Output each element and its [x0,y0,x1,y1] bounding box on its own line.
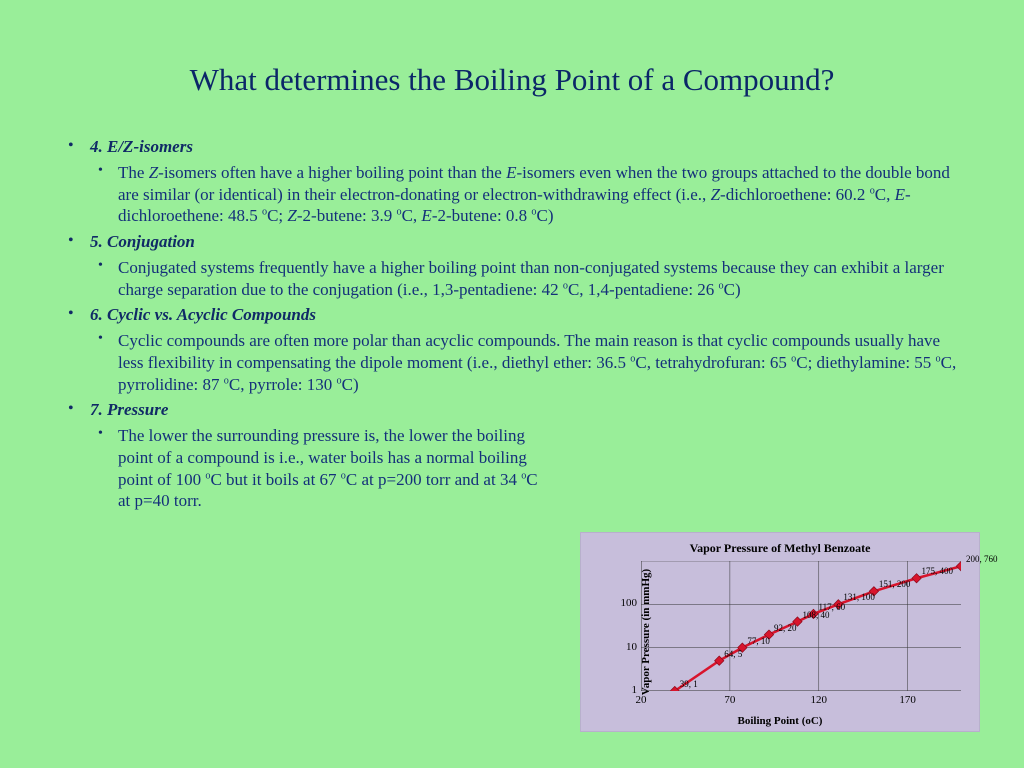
chart-xtick: 170 [899,694,916,706]
chart-point-label: 39, 1 [680,679,698,689]
content-body: 4. E/Z-isomers The Z-isomers often have a… [0,98,1024,512]
section-heading: 5. Conjugation [90,231,962,253]
chart-xtick: 120 [811,694,828,706]
chart-point-label: 151, 200 [879,579,911,589]
section-heading: 4. E/Z-isomers [90,136,962,158]
section-body: The lower the surrounding pressure is, t… [118,425,548,512]
chart-point-label: 131, 100 [843,592,875,602]
chart-ytick: 10 [607,641,637,653]
section-heading: 6. Cyclic vs. Acyclic Compounds [90,304,962,326]
section-body: Conjugated systems frequently have a hig… [118,257,962,301]
chart-xlabel: Boiling Point (oC) [581,715,979,727]
chart-point-label: 117, 60 [818,602,845,612]
chart-ytick: 100 [607,597,637,609]
page-title: What determines the Boiling Point of a C… [0,0,1024,98]
chart-point-label: 92, 20 [774,623,797,633]
vapor-pressure-chart: Vapor Pressure of Methyl Benzoate Vapor … [580,532,980,732]
section-heading: 7. Pressure [90,399,962,421]
chart-point-label: 175, 400 [922,566,954,576]
chart-point-label: 64, 5 [724,649,742,659]
chart-ytick: 1 [607,684,637,696]
chart-xtick: 20 [636,694,647,706]
chart-title: Vapor Pressure of Methyl Benzoate [581,541,979,556]
section-body: Cyclic compounds are often more polar th… [118,330,962,395]
chart-xtick: 70 [724,694,735,706]
chart-point-label: 77, 10 [747,636,770,646]
chart-point-label: 200, 760 [966,554,998,564]
chart-plot-area [641,561,961,691]
section-body: The Z-isomers often have a higher boilin… [118,162,962,227]
